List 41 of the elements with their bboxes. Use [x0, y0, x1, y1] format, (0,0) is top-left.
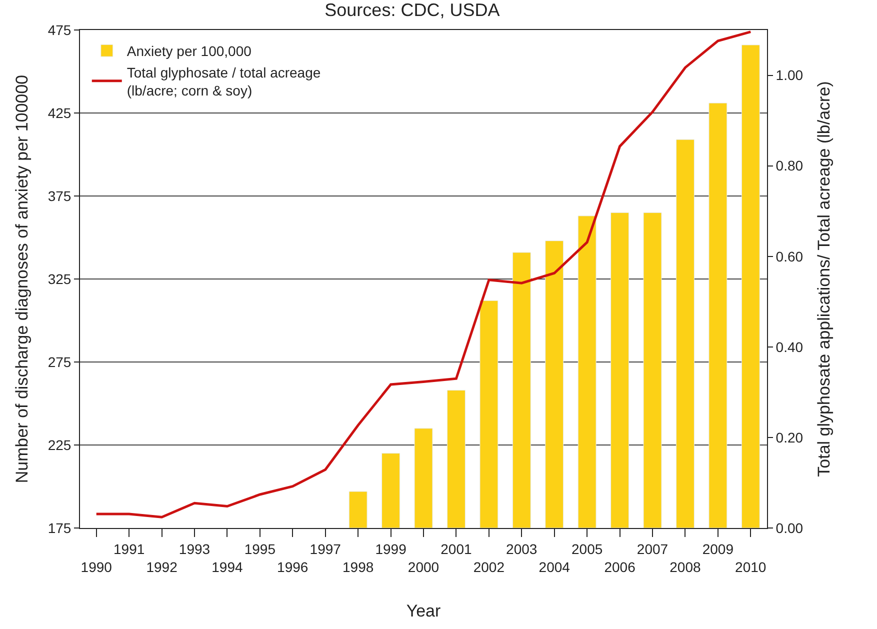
x-tick-label: 2003	[506, 540, 538, 557]
y-axis-title: Number of discharge diagnoses of anxiety per 100000	[12, 74, 32, 484]
x-tick-label: 2006	[604, 559, 636, 575]
y2-tick-label: 0.00	[776, 520, 804, 536]
legend-label: Anxiety per 100,000	[126, 43, 252, 60]
x-tick-label: 1997	[310, 540, 342, 557]
x-tick-label: 1992	[146, 559, 178, 575]
x-tick-label: 2001	[440, 540, 472, 557]
y-tick-label: 375	[48, 188, 72, 204]
x-tick-label: 1999	[375, 540, 407, 557]
y2-tick-label: 0.80	[776, 158, 804, 174]
x-tick-label: 2008	[670, 559, 701, 575]
x-tick-label: 2007	[636, 540, 668, 557]
x-tick-label: 2000	[408, 559, 440, 575]
x-tick-label: 1996	[277, 559, 308, 575]
y-tick-label: 425	[48, 104, 72, 121]
x-tick-label: 2005	[571, 540, 603, 557]
y-tick-label: 175	[48, 520, 72, 536]
x-axis-title: Year	[406, 601, 442, 620]
y-tick-label: 475	[48, 22, 72, 38]
x-tick-label: 1991	[113, 540, 145, 557]
y2-tick-label: 1.00	[776, 67, 804, 84]
x-tick-label: 1994	[212, 559, 243, 575]
y2-tick-label: 0.20	[776, 429, 804, 446]
legend-label: Total glyphosate / total acreage (lb/acre; corn & soy)	[126, 64, 321, 98]
x-tick-label: 1995	[244, 540, 276, 557]
line-series	[95, 30, 752, 518]
x-tick-label: 1998	[342, 559, 374, 575]
y2-axis-title: Total glyphosate applications/ Total acreage (lb/acre)	[814, 81, 834, 477]
y-tick-label: 225	[48, 436, 72, 453]
y2-tick-label: 0.40	[776, 338, 804, 355]
x-tick-label: 2002	[473, 559, 505, 575]
y2-tick-label: 0.60	[776, 248, 804, 264]
y-tick-label: 325	[48, 270, 72, 287]
x-tick-label: 2004	[538, 559, 570, 575]
chart-title: Sources: CDC, USDA	[324, 0, 500, 20]
x-tick-label: 2009	[702, 540, 734, 557]
x-tick-label: 2010	[735, 559, 766, 575]
y-tick-label: 275	[48, 354, 72, 370]
x-tick-label: 1993	[178, 540, 210, 557]
x-tick-label: 1990	[80, 559, 112, 575]
